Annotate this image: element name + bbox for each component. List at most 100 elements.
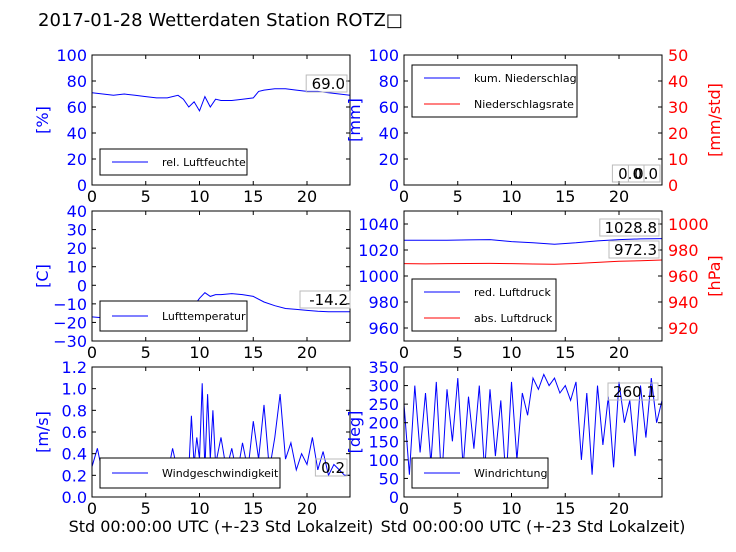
y-axis-label: [mm] bbox=[345, 98, 364, 142]
value-annotation: 972.3 bbox=[614, 241, 657, 259]
y-tick-label: 300 bbox=[368, 377, 399, 396]
y-tick-label: 0 bbox=[389, 488, 399, 507]
y-tick-label: 100 bbox=[368, 46, 399, 65]
page-title: 2017-01-28 Wetterdaten Station ROTZ□ bbox=[38, 10, 403, 31]
plot-frame-precipitation bbox=[403, 54, 663, 186]
value-annotation-box bbox=[607, 382, 659, 401]
x-tick-label: 5 bbox=[141, 343, 151, 362]
y-tick-label: 80 bbox=[67, 72, 87, 91]
x-tick-label: 5 bbox=[453, 499, 463, 518]
x-tick-label: 20 bbox=[609, 187, 629, 206]
legend-winddirection: Windrichtung bbox=[411, 457, 549, 489]
y-tick-label: 150 bbox=[368, 432, 399, 451]
x-tick-label: 0 bbox=[399, 187, 409, 206]
y-tick-label: 200 bbox=[368, 414, 399, 433]
y-tick-label: 30 bbox=[67, 221, 87, 240]
x-tick-label: 0 bbox=[87, 343, 97, 362]
legend-temperature: Lufttemperatur bbox=[99, 300, 248, 332]
x-tick-label: 15 bbox=[243, 187, 263, 206]
value-annotation-box bbox=[608, 240, 660, 259]
x-tick-label: 20 bbox=[297, 499, 317, 518]
value-annotation: 0.0 bbox=[618, 165, 642, 183]
legend-label: Windgeschwindigkeit bbox=[162, 467, 279, 480]
x-tick-label: 5 bbox=[141, 499, 151, 518]
y-tick-label: 100 bbox=[56, 46, 87, 65]
plot-frame-humidity bbox=[91, 54, 351, 186]
y-tick-label: 80 bbox=[379, 72, 399, 91]
y-axis-label: [C] bbox=[33, 264, 52, 288]
y-tick-label: 980 bbox=[368, 293, 399, 312]
x-tick-label: 0 bbox=[399, 343, 409, 362]
y-tick-label: 0.6 bbox=[62, 423, 87, 442]
x-tick-label: 10 bbox=[189, 187, 209, 206]
y-tick-label: 40 bbox=[379, 124, 399, 143]
y2-tick-label: 40 bbox=[668, 72, 688, 91]
chart-temperature: 0 5 10 15 20−30−20−10010203040[C]Lufttempera… bbox=[33, 202, 351, 362]
value-annotation: 0.2 bbox=[321, 459, 345, 477]
y-tick-label: 20 bbox=[379, 150, 399, 169]
x-tick-label: 15 bbox=[555, 499, 575, 518]
y-tick-label: 20 bbox=[67, 150, 87, 169]
series-line-pressure-0 bbox=[404, 238, 662, 245]
y-tick-label: 960 bbox=[368, 319, 399, 338]
y-tick-label: 20 bbox=[67, 239, 87, 258]
y2-tick-label: 980 bbox=[668, 241, 699, 260]
y2-tick-label: 0 bbox=[668, 176, 678, 195]
y-tick-label: 0 bbox=[77, 276, 87, 295]
legend-humidity: rel. Luftfeuchte bbox=[99, 148, 248, 176]
y-tick-label: 100 bbox=[368, 451, 399, 470]
x-tick-label: 0 bbox=[399, 499, 409, 518]
y-tick-label: 60 bbox=[67, 98, 87, 117]
y-axis-label: [m/s] bbox=[33, 411, 52, 453]
legend-pressure: red. Luftdruck abs. Luftdruck bbox=[411, 278, 557, 332]
y-tick-label: 0 bbox=[389, 176, 399, 195]
chart-pressure: 0 5 10 15 20 960 980 1000 1020 1040 920 940 960 980 10… bbox=[358, 210, 724, 362]
x-tick-label: 15 bbox=[243, 499, 263, 518]
y2-tick-label: 20 bbox=[668, 124, 688, 143]
y-tick-label: 1000 bbox=[358, 267, 399, 286]
plot-frame-temperature bbox=[91, 210, 351, 342]
y-tick-label: 50 bbox=[379, 469, 399, 488]
value-annotation-box bbox=[627, 164, 661, 183]
x-tick-label: 10 bbox=[501, 187, 521, 206]
y-tick-label: −10 bbox=[53, 295, 87, 314]
y2-tick-label: 1000 bbox=[668, 215, 709, 234]
legend-windspeed: Windgeschwindigkeit bbox=[99, 457, 281, 489]
series-line-winddirection-0 bbox=[404, 373, 662, 483]
value-annotation: 69.0 bbox=[312, 75, 345, 93]
y-tick-label: 1020 bbox=[358, 241, 399, 260]
y2-tick-label: 50 bbox=[668, 46, 688, 65]
x-tick-label: 20 bbox=[297, 343, 317, 362]
x-tick-label: 15 bbox=[555, 187, 575, 206]
y2-axis-label: [mm/std] bbox=[705, 83, 724, 157]
y-tick-label: 0.2 bbox=[62, 466, 87, 485]
y-axis-label: [%] bbox=[33, 106, 52, 134]
legend-label: rel. Luftfeuchte bbox=[162, 156, 246, 169]
value-annotation-box bbox=[305, 74, 348, 93]
y-tick-label: 10 bbox=[67, 258, 87, 277]
x-tick-label: 15 bbox=[243, 343, 263, 362]
legend-box bbox=[411, 64, 578, 118]
x-tick-label: 10 bbox=[189, 499, 209, 518]
x-tick-label: 20 bbox=[609, 343, 629, 362]
y2-axis-label: [hPa] bbox=[705, 255, 724, 296]
y-tick-label: 1.0 bbox=[62, 380, 87, 399]
x-tick-label: 20 bbox=[297, 187, 317, 206]
x-tick-label: 20 bbox=[609, 499, 629, 518]
value-annotation-box bbox=[599, 218, 660, 237]
legend-label: kum. Niederschlag bbox=[474, 72, 577, 85]
plot-frame-winddirection bbox=[403, 366, 663, 498]
x-tick-label: 5 bbox=[141, 187, 151, 206]
legend-label: abs. Luftdruck bbox=[474, 312, 553, 325]
y-tick-label: −20 bbox=[53, 313, 87, 332]
x-tick-label: 10 bbox=[189, 343, 209, 362]
x-tick-label: 0 bbox=[87, 499, 97, 518]
y2-tick-label: 10 bbox=[668, 150, 688, 169]
legend-precipitation: kum. Niederschlag Niederschlagsrate bbox=[411, 64, 578, 118]
value-annotation-box bbox=[299, 290, 351, 309]
y-tick-label: 0.8 bbox=[62, 401, 87, 420]
x-tick-label: 10 bbox=[501, 343, 521, 362]
legend-label: Niederschlagsrate bbox=[474, 98, 574, 111]
y2-tick-label: 960 bbox=[668, 267, 699, 286]
